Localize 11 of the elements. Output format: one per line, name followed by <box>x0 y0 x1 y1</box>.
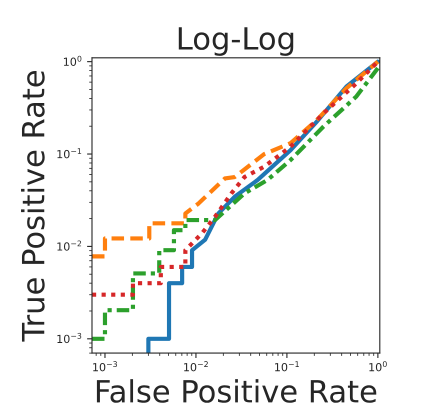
chart-title: Log-Log <box>178 27 294 56</box>
x-tick-label: 10$^{−2}$ <box>184 361 208 372</box>
x-tick-label: 10$^{0}$ <box>369 361 387 372</box>
y-tick-label: 10$^{0}$ <box>64 56 82 66</box>
x-axis-title: False Positive Rate <box>96 379 376 403</box>
y-tick-label: 10$^{−1}$ <box>57 148 82 158</box>
y-axis-title: True Positive Rate <box>21 71 45 342</box>
y-tick-label: 10$^{−2}$ <box>57 240 82 251</box>
y-tick-label: 10$^{−3}$ <box>57 332 82 344</box>
x-tick-label: 10$^{−1}$ <box>275 361 299 372</box>
x-tick-label: 10$^{−3}$ <box>93 361 118 372</box>
